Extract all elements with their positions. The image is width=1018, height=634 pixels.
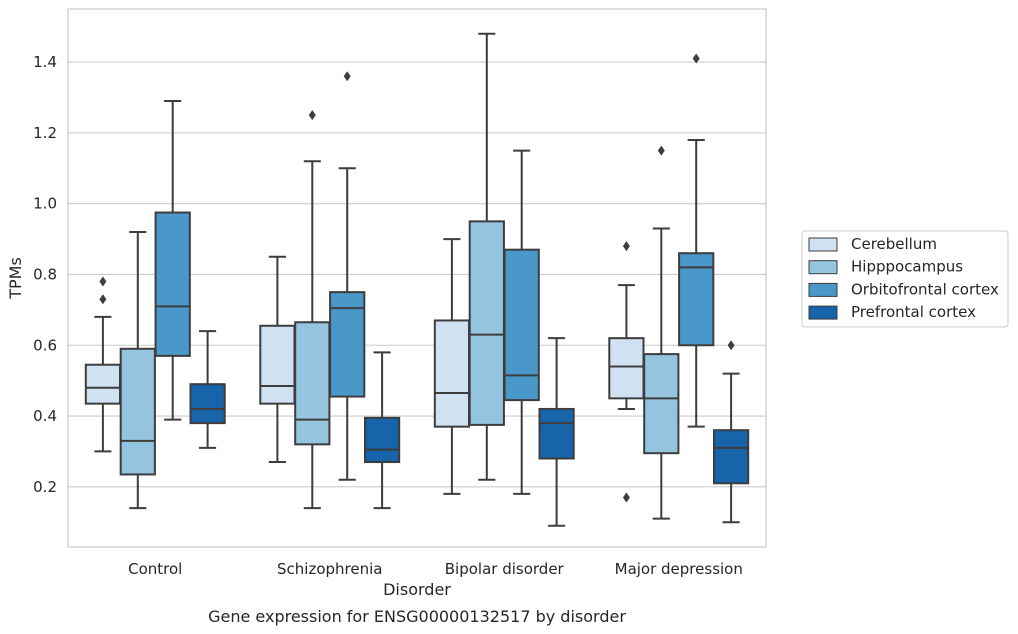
box-iqr (643, 353, 680, 455)
box-orbitofrontal-cortex-major-depression (678, 53, 715, 428)
outlier-point (657, 145, 665, 156)
y-tick-label: 1.2 (33, 124, 57, 142)
y-tick-label: 0.8 (33, 265, 57, 283)
legend-swatch (808, 237, 838, 252)
y-tick-label: 1.4 (33, 53, 57, 71)
y-axis-title: TPMs (6, 257, 25, 300)
box-iqr (154, 211, 191, 357)
legend-label: Hipppocampus (851, 258, 963, 276)
x-tick-label: Control (128, 560, 182, 578)
box-cerebellum-control (84, 276, 122, 453)
x-axis-title: Disorder (383, 580, 451, 599)
box-orbitofrontal-cortex-control (154, 100, 191, 421)
x-tick-labels: Control Schizophrenia Bipolar disorder Majo… (128, 560, 743, 578)
outlier-point (308, 110, 316, 121)
box-iqr (678, 252, 715, 347)
box-iqr (259, 324, 296, 405)
y-tick-label: 0.2 (33, 478, 57, 496)
outlier-point (343, 71, 351, 82)
box-orbitofrontal-cortex-schizophrenia (329, 71, 366, 481)
box-prefrontal-cortex-bipolar-disorder (538, 337, 575, 527)
legend-label: Orbitofrontal cortex (851, 280, 999, 298)
box-hipppocampus-major-depression (643, 145, 680, 520)
box-iqr (433, 319, 471, 428)
box-iqr (712, 429, 750, 485)
outlier-point (727, 340, 735, 351)
box-iqr (363, 416, 401, 464)
outlier-point (622, 241, 630, 252)
box-cerebellum-bipolar-disorder (433, 238, 471, 495)
box-hipppocampus-bipolar-disorder (468, 32, 505, 481)
plot-frame (67, 8, 767, 548)
legend-swatch (808, 305, 838, 320)
box-iqr (538, 407, 575, 460)
legend-swatch (808, 282, 838, 297)
box-iqr (189, 383, 226, 425)
box-iqr (468, 220, 505, 426)
y-tick-label: 1.0 (33, 195, 57, 213)
legend-frame (801, 230, 1009, 328)
outlier-point (692, 53, 700, 64)
y-tick-label: 0.6 (33, 336, 57, 354)
box-prefrontal-cortex-schizophrenia (363, 351, 401, 510)
legend: Cerebellum Hipppocampus Orbitofrontal cort… (801, 230, 1009, 328)
x-tick-label: Bipolar disorder (445, 560, 565, 578)
chart-caption: Gene expression for ENSG00000132517 by d… (208, 607, 626, 626)
box-cerebellum-schizophrenia (259, 255, 296, 464)
box-iqr (119, 347, 156, 476)
y-tick-label: 0.4 (33, 407, 57, 425)
box-orbitofrontal-cortex-bipolar-disorder (503, 149, 540, 495)
box-iqr (84, 363, 122, 405)
box-iqr (329, 291, 366, 398)
box-hipppocampus-control (119, 230, 156, 510)
legend-label: Prefrontal cortex (851, 303, 976, 321)
legend-label: Cerebellum (851, 235, 937, 253)
box-hipppocampus-schizophrenia (294, 110, 331, 510)
outlier-point (99, 294, 107, 305)
x-tick-label: Major depression (615, 560, 743, 578)
box-plots (84, 32, 750, 527)
box-iqr (503, 248, 540, 402)
box-cerebellum-major-depression (608, 241, 645, 503)
outlier-point (622, 492, 630, 503)
legend-swatch (808, 260, 838, 275)
box-iqr (608, 337, 645, 400)
box-prefrontal-cortex-major-depression (712, 340, 750, 524)
box-iqr (294, 321, 331, 446)
outlier-point (99, 276, 107, 287)
box-prefrontal-cortex-control (189, 330, 226, 449)
y-tick-labels: 0.2 0.4 0.6 0.8 1.0 1.2 1.4 (33, 53, 57, 496)
x-tick-label: Schizophrenia (277, 560, 382, 578)
